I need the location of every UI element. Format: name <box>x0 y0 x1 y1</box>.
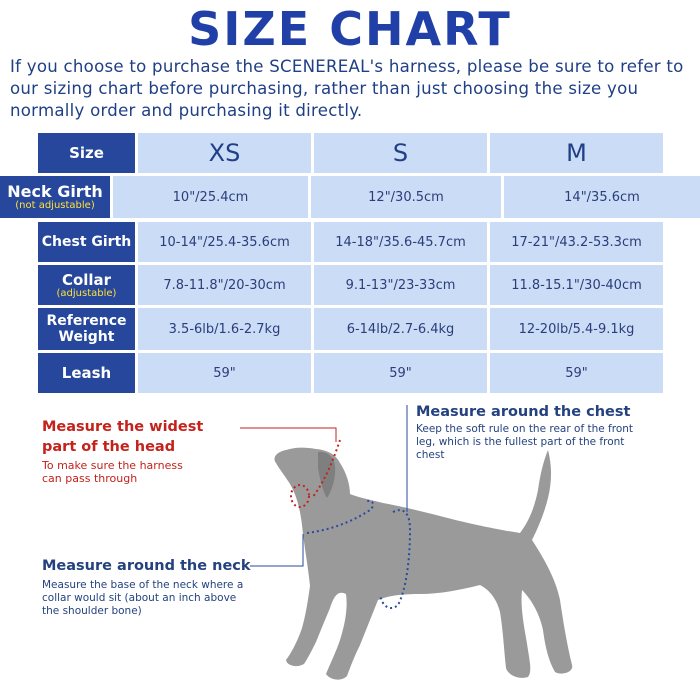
dog-body <box>274 447 573 680</box>
row-label-neck-girth: Neck Girth (not adjustable) <box>0 176 110 218</box>
neck-guide-desc: Measure the base of the neck where a col… <box>42 579 244 617</box>
table-cell: 59" <box>314 353 487 393</box>
table-cell: 12-20lb/5.4-9.1kg <box>490 308 663 350</box>
table-cell: 6-14lb/2.7-6.4kg <box>314 308 487 350</box>
table-cell: 10"/25.4cm <box>113 176 308 218</box>
chest-guide-desc: Keep the soft rule on the rear of the fr… <box>416 423 634 461</box>
neck-guide: Measure around the neck Measure the base… <box>42 557 257 618</box>
row-label-chest-girth: Chest Girth <box>38 222 135 262</box>
table-cell: 3.5-6lb/1.6-2.7kg <box>138 308 311 350</box>
row-label-reference-weight: Reference Weight <box>38 308 135 350</box>
table-cell: 14"/35.6cm <box>504 176 700 218</box>
neck-guide-title: Measure around the neck <box>42 558 251 574</box>
table-cell: 7.8-11.8"/20-30cm <box>138 265 311 305</box>
table-cell: 12"/30.5cm <box>311 176 501 218</box>
row-label-leash: Leash <box>38 353 135 393</box>
chest-guide: Measure around the chest Keep the soft r… <box>416 403 656 462</box>
neck-leader-line <box>250 534 304 567</box>
table-cell: 14-18"/35.6-45.7cm <box>314 222 487 262</box>
head-guide-title: Measure the widest part of the head <box>42 419 204 455</box>
size-header-m: M <box>490 133 663 173</box>
table-cell: 59" <box>138 353 311 393</box>
chest-measure-ring <box>379 509 412 609</box>
size-header-s: S <box>314 133 487 173</box>
head-guide-desc: To make sure the harness can pass throug… <box>42 459 183 485</box>
table-cell: 11.8-15.1"/30-40cm <box>490 265 663 305</box>
size-header-xs: XS <box>138 133 311 173</box>
table-cell: 17-21"/43.2-53.3cm <box>490 222 663 262</box>
row-label-collar: Collar (adjustable) <box>38 265 135 305</box>
head-leader-line <box>240 427 337 442</box>
page-title: SIZE CHART <box>188 2 512 56</box>
chest-guide-title: Measure around the chest <box>416 404 631 420</box>
head-guide: Measure the widest part of the head To m… <box>42 417 242 485</box>
intro-text: If you choose to purchase the SCENEREAL'… <box>10 57 684 120</box>
table-cell: 59" <box>490 353 663 393</box>
size-header-label: Size <box>38 133 135 173</box>
table-cell: 10-14"/25.4-35.6cm <box>138 222 311 262</box>
size-table: Size XS S M Neck Girth (not adjustable) … <box>0 130 700 400</box>
table-cell: 9.1-13"/23-33cm <box>314 265 487 305</box>
head-measure-ring <box>290 484 310 508</box>
